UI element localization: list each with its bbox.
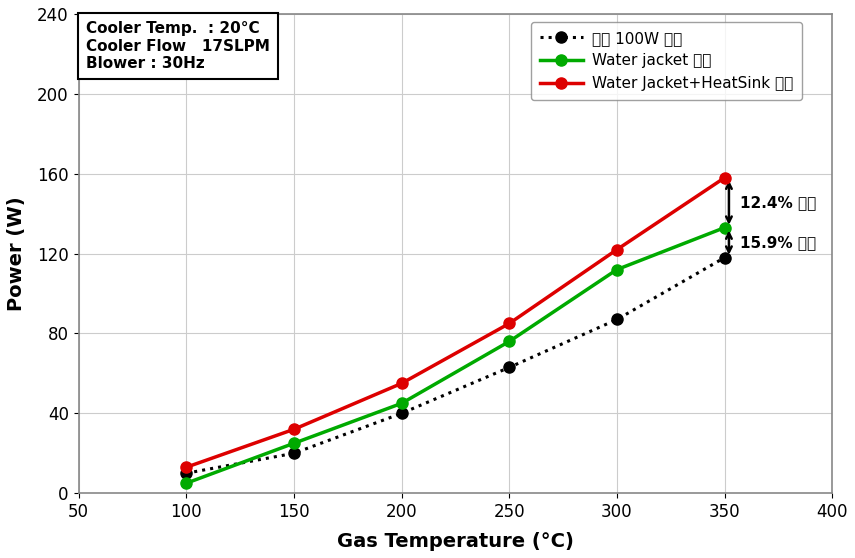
Text: Cooler Temp.  : 20°C
Cooler Flow   17SLPM
Blower : 30Hz: Cooler Temp. : 20°C Cooler Flow 17SLPM B… [86,21,270,71]
Water jacket 개선 [397,400,407,407]
Water Jacket+HeatSink 개선 [289,426,299,432]
Water Jacket+HeatSink 개선 [612,246,622,253]
Y-axis label: Power (W): Power (W) [7,196,26,311]
기존 100W 모듈 [289,450,299,456]
Text: 15.9% 증가: 15.9% 증가 [740,235,816,250]
Water jacket 개선 [612,266,622,273]
Water jacket 개선 [181,480,192,487]
Water Jacket+HeatSink 개선 [397,380,407,387]
Text: 12.4% 증가: 12.4% 증가 [740,195,816,210]
기존 100W 모듈 [397,410,407,417]
Legend: 기존 100W 모듈, Water jacket 개선, Water Jacket+HeatSink 개선: 기존 100W 모듈, Water jacket 개선, Water Jacke… [531,22,803,100]
Water jacket 개선 [720,224,730,231]
기존 100W 모듈 [612,316,622,323]
Line: Water jacket 개선: Water jacket 개선 [180,222,730,489]
기존 100W 모듈 [504,364,515,371]
Line: Water Jacket+HeatSink 개선: Water Jacket+HeatSink 개선 [180,172,730,473]
Line: 기존 100W 모듈: 기존 100W 모듈 [180,252,730,479]
Water jacket 개선 [289,440,299,446]
X-axis label: Gas Temperature (°C): Gas Temperature (°C) [337,532,574,551]
기존 100W 모듈 [181,470,192,477]
기존 100W 모듈 [720,254,730,261]
Water Jacket+HeatSink 개선 [181,464,192,470]
Water jacket 개선 [504,338,515,345]
Water Jacket+HeatSink 개선 [504,320,515,327]
Water Jacket+HeatSink 개선 [720,174,730,181]
